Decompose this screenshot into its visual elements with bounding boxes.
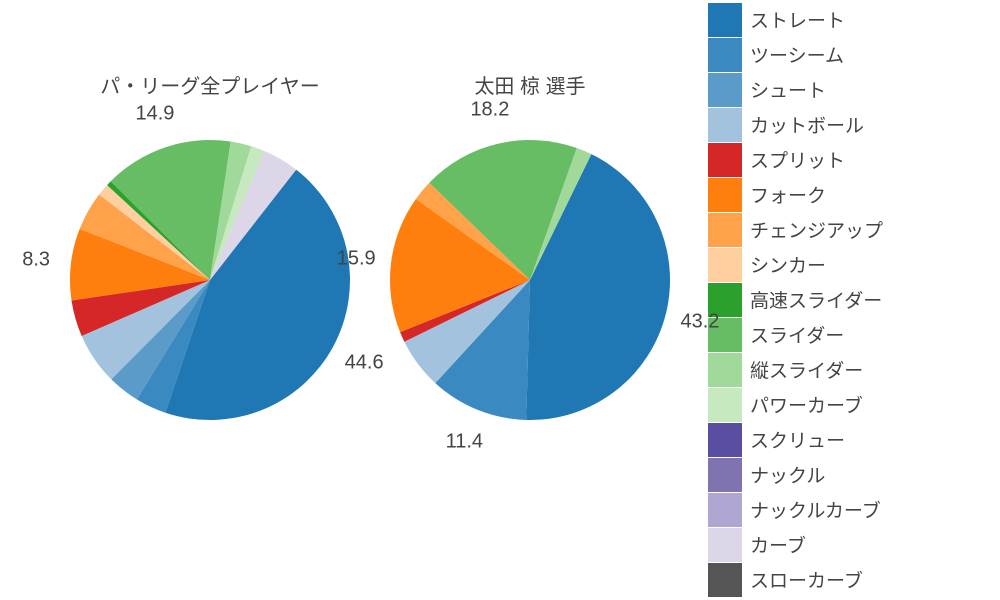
legend-label: スライダー: [750, 321, 844, 348]
legend-item: チェンジアップ: [708, 212, 883, 247]
legend-swatch: [708, 353, 742, 387]
pie-slice-label: 11.4: [446, 431, 483, 454]
legend-item: カーブ: [708, 527, 883, 562]
legend-item: パワーカーブ: [708, 387, 883, 422]
legend: ストレートツーシームシュートカットボールスプリットフォークチェンジアップシンカー…: [708, 2, 883, 597]
legend-item: ナックルカーブ: [708, 492, 883, 527]
legend-label: スローカーブ: [750, 566, 863, 593]
legend-swatch: [708, 388, 742, 422]
chart-stage: ストレートツーシームシュートカットボールスプリットフォークチェンジアップシンカー…: [0, 0, 1000, 600]
pie-chart: [388, 138, 672, 422]
legend-label: ナックルカーブ: [750, 496, 881, 523]
legend-item: 高速スライダー: [708, 282, 883, 317]
legend-label: スクリュー: [750, 426, 845, 453]
legend-swatch: [708, 108, 742, 142]
legend-item: スプリット: [708, 142, 883, 177]
legend-item: ナックル: [708, 457, 883, 492]
legend-swatch: [708, 143, 742, 177]
legend-swatch: [708, 493, 742, 527]
legend-item: ストレート: [708, 2, 883, 37]
legend-swatch: [708, 248, 742, 282]
legend-item: カットボール: [708, 107, 883, 142]
legend-label: カーブ: [750, 531, 806, 558]
legend-label: ツーシーム: [750, 41, 844, 68]
legend-swatch: [708, 3, 742, 37]
legend-label: フォーク: [750, 181, 826, 208]
legend-label: 高速スライダー: [750, 286, 882, 313]
legend-item: スライダー: [708, 317, 883, 352]
legend-item: ツーシーム: [708, 37, 883, 72]
legend-swatch: [708, 423, 742, 457]
legend-label: チェンジアップ: [750, 216, 883, 243]
legend-item: スローカーブ: [708, 562, 883, 597]
legend-item: シュート: [708, 72, 883, 107]
pie-slice-label: 43.2: [681, 310, 720, 333]
legend-item: フォーク: [708, 177, 883, 212]
legend-label: ナックル: [750, 461, 825, 488]
pie-slice-label: 8.3: [22, 249, 50, 272]
pie-title: 太田 椋 選手: [330, 70, 730, 99]
legend-label: シンカー: [750, 251, 826, 278]
legend-item: スクリュー: [708, 422, 883, 457]
legend-swatch: [708, 38, 742, 72]
legend-label: カットボール: [750, 111, 864, 138]
pie-slice-label: 15.9: [337, 248, 376, 271]
pie-slice-label: 18.2: [470, 98, 509, 121]
legend-swatch: [708, 213, 742, 247]
legend-label: 縦スライダー: [750, 356, 863, 383]
legend-swatch: [708, 528, 742, 562]
legend-item: 縦スライダー: [708, 352, 883, 387]
legend-label: パワーカーブ: [750, 391, 863, 418]
pie-chart: [68, 138, 352, 422]
legend-label: スプリット: [750, 146, 845, 173]
pie-slice-label: 14.9: [135, 102, 174, 125]
legend-swatch: [708, 563, 742, 597]
legend-label: シュート: [750, 76, 826, 103]
legend-item: シンカー: [708, 247, 883, 282]
legend-label: ストレート: [750, 6, 845, 33]
legend-swatch: [708, 178, 742, 212]
legend-swatch: [708, 458, 742, 492]
